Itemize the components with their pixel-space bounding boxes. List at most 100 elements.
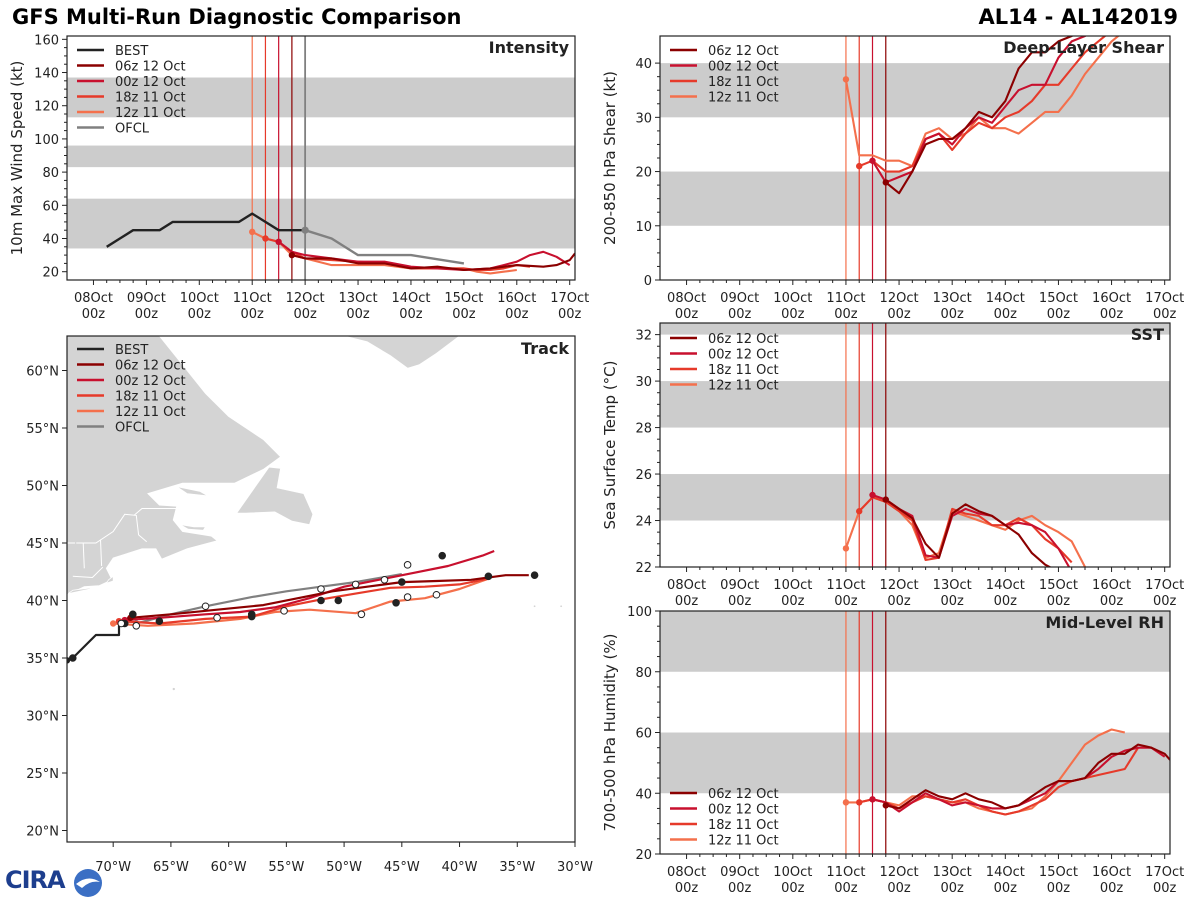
intensity-series-group	[106, 212, 575, 275]
track-legend-label-best: BEST	[115, 343, 148, 358]
track-legend-label-r00z12: 00z 12 Oct	[115, 374, 186, 389]
track-marker-r00z12	[438, 551, 447, 560]
intensity-frame	[66, 35, 576, 281]
intensity-ytick-label: 120	[34, 100, 59, 115]
page-title: GFS Multi-Run Diagnostic Comparison	[12, 5, 462, 29]
track-marker-r06z12	[484, 572, 493, 581]
track-ytick-label: 55°N	[26, 422, 59, 437]
land-bermuda	[172, 687, 175, 691]
track-ytick-label: 60°N	[26, 365, 59, 380]
sst-xtick-day: 13Oct	[933, 578, 972, 593]
shear-series-group	[842, 36, 1120, 195]
track-marker-ofcl	[317, 585, 325, 593]
sst-xtick-day: 10Oct	[773, 578, 812, 593]
shear-band	[660, 171, 1170, 226]
sst-ytick-label: 24	[635, 515, 652, 530]
shear-series-r00z12	[871, 36, 1087, 184]
shear-init-point-r18z11	[856, 162, 863, 170]
intensity-xtick-day: 13Oct	[339, 291, 378, 306]
track-ytick-label: 50°N	[26, 480, 59, 495]
rh-xtick-hour: 00z	[675, 881, 699, 896]
intensity-xtick-day: 08Oct	[74, 291, 113, 306]
map-boundary	[76, 513, 148, 544]
sst-xtick-day: 11Oct	[826, 578, 865, 593]
land-azores-2	[560, 605, 563, 608]
rh-xtick-day: 16Oct	[1092, 865, 1131, 880]
rh-ytick-label: 100	[627, 605, 652, 620]
track-line-r06z12	[130, 574, 529, 619]
rh-xtick-hour: 00z	[834, 881, 858, 896]
sst-ylabel: Sea Surface Temp (°C)	[601, 360, 619, 529]
shear-xtick-day: 13Oct	[933, 291, 972, 306]
land-long-island	[67, 587, 93, 594]
intensity-ytick-label: 160	[34, 33, 59, 48]
sst-band	[660, 323, 1170, 335]
sst-xtick-day: 16Oct	[1092, 578, 1131, 593]
rh-band	[660, 611, 1170, 672]
sst-band	[660, 381, 1170, 428]
intensity-xtick-day: 09Oct	[127, 291, 166, 306]
sst-title: SST	[1131, 325, 1164, 344]
rh-ytick-label: 60	[635, 727, 652, 742]
rh-series-group	[842, 728, 1170, 816]
sst-xtick-day: 14Oct	[986, 578, 1025, 593]
shear-init-point-r12z11	[842, 76, 850, 83]
intensity-legend-label-ofcl: OFCL	[115, 122, 150, 137]
intensity-legend-label-r00z12: 00z 12 Oct	[115, 75, 186, 90]
intensity-xtick-hour: 00z	[293, 307, 317, 322]
sst-frame	[659, 322, 1171, 568]
rh-xtick-day: 15Oct	[1039, 865, 1078, 880]
track-marker-r12z11	[213, 613, 221, 622]
intensity-series-ofcl	[304, 229, 465, 265]
sst-init-point-r06z12	[882, 496, 889, 503]
rh-xtick-hour: 00z	[728, 881, 752, 896]
shear-xtick-day: 16Oct	[1092, 291, 1131, 306]
intensity-legend-label-r12z11: 12z 11 Oct	[115, 106, 186, 121]
rh-ytick-label: 20	[635, 848, 652, 863]
sst-panel: 22242628303208Oct00z09Oct00z10Oct00z11Oc…	[601, 322, 1184, 609]
track-legend-label-r06z12: 06z 12 Oct	[115, 359, 186, 374]
track-marker-r12z11	[432, 590, 441, 599]
intensity-ytick-label: 40	[42, 233, 59, 248]
sst-ytick-label: 22	[635, 561, 652, 576]
sst-xtick-day: 15Oct	[1039, 578, 1078, 593]
track-ytick-label: 40°N	[26, 595, 59, 610]
sst-xtick-hour: 00z	[1100, 594, 1124, 609]
shear-xtick-day: 12Oct	[880, 291, 919, 306]
intensity-init-point-r18z11	[262, 235, 269, 242]
rh-panel: 2040608010008Oct00z09Oct00z10Oct00z11Oct…	[601, 605, 1184, 896]
rh-init-point-r18z11	[856, 799, 863, 806]
shear-xtick-hour: 00z	[675, 307, 699, 322]
track-legend-label-r12z11: 12z 11 Oct	[115, 405, 186, 420]
shear-xtick-hour: 00z	[1047, 307, 1071, 322]
shear-xtick-day: 09Oct	[720, 291, 759, 306]
storm-id-title: AL14 - AL142019	[978, 5, 1179, 29]
intensity-xtick-day: 10Oct	[180, 291, 219, 306]
intensity-xtick-hour: 00z	[241, 307, 265, 322]
intensity-init-point-r12z11	[249, 228, 256, 236]
land-newfoundland	[235, 466, 314, 526]
intensity-ytick-label: 60	[42, 199, 59, 214]
track-xtick-label: 35°W	[499, 860, 535, 875]
rh-xtick-day: 14Oct	[986, 865, 1025, 880]
rh-legend-label-r00z12: 00z 12 Oct	[708, 803, 779, 818]
rh-band	[660, 732, 1170, 794]
track-xtick-label: 40°W	[442, 860, 478, 875]
rh-title: Mid-Level RH	[1045, 613, 1164, 632]
sst-xtick-hour: 00z	[994, 594, 1018, 609]
cira-logo-swirl	[74, 869, 102, 897]
shear-band	[660, 63, 1170, 118]
intensity-xtick-hour: 00z	[135, 307, 159, 322]
sst-xtick-hour: 00z	[834, 594, 858, 609]
sst-xtick-hour: 00z	[941, 594, 965, 609]
track-marker-best	[68, 654, 77, 662]
rh-series-r18z11	[858, 747, 1139, 816]
shear-legend-label-r06z12: 06z 12 Oct	[708, 44, 779, 59]
intensity-xtick-day: 12Oct	[286, 291, 325, 306]
shear-xtick-day: 10Oct	[773, 291, 812, 306]
intensity-xtick-hour: 00z	[558, 307, 582, 322]
shear-legend-label-r12z11: 12z 11 Oct	[708, 91, 779, 106]
rh-ytick-label: 80	[635, 666, 652, 681]
track-map-group	[67, 336, 563, 691]
